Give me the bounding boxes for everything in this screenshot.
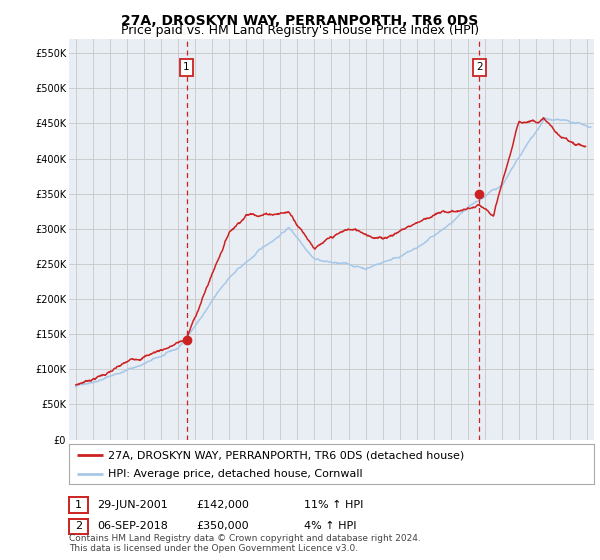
Text: £350,000: £350,000 xyxy=(196,521,249,531)
Text: 29-JUN-2001: 29-JUN-2001 xyxy=(97,500,168,510)
Text: 1: 1 xyxy=(75,500,82,510)
Text: Price paid vs. HM Land Registry's House Price Index (HPI): Price paid vs. HM Land Registry's House … xyxy=(121,24,479,36)
Text: 4% ↑ HPI: 4% ↑ HPI xyxy=(304,521,356,531)
Text: 06-SEP-2018: 06-SEP-2018 xyxy=(97,521,168,531)
Text: 1: 1 xyxy=(184,62,190,72)
Text: 2: 2 xyxy=(476,62,482,72)
Text: 27A, DROSKYN WAY, PERRANPORTH, TR6 0DS: 27A, DROSKYN WAY, PERRANPORTH, TR6 0DS xyxy=(121,14,479,28)
Text: Contains HM Land Registry data © Crown copyright and database right 2024.
This d: Contains HM Land Registry data © Crown c… xyxy=(69,534,421,553)
Text: 27A, DROSKYN WAY, PERRANPORTH, TR6 0DS (detached house): 27A, DROSKYN WAY, PERRANPORTH, TR6 0DS (… xyxy=(109,450,464,460)
Text: HPI: Average price, detached house, Cornwall: HPI: Average price, detached house, Corn… xyxy=(109,469,363,479)
Text: £142,000: £142,000 xyxy=(196,500,249,510)
Text: 11% ↑ HPI: 11% ↑ HPI xyxy=(304,500,364,510)
Text: 2: 2 xyxy=(75,521,82,531)
